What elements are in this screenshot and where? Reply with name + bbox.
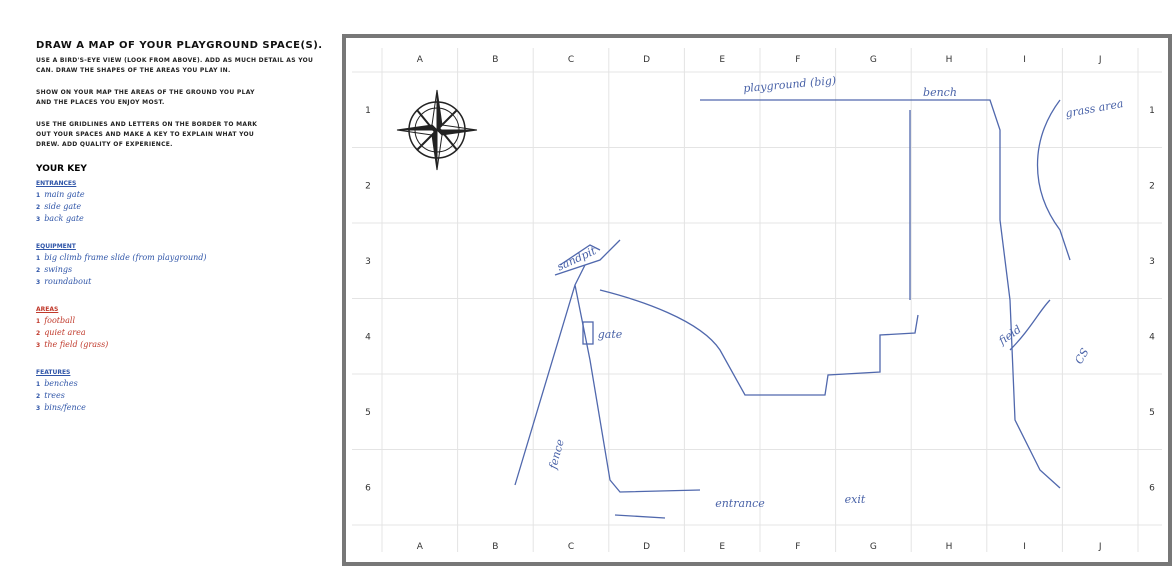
- row-label: 1: [1149, 106, 1155, 116]
- column-label: G: [870, 55, 877, 65]
- column-label: H: [946, 55, 953, 65]
- column-label: D: [643, 542, 650, 552]
- map: AABBCCDDEEFFGGHHIIJJ112233445566 playgro…: [0, 0, 1175, 568]
- column-label: A: [417, 55, 424, 65]
- row-label: 4: [365, 332, 371, 342]
- column-label: E: [719, 542, 725, 552]
- column-label: J: [1098, 542, 1102, 552]
- annotation: exit: [845, 493, 866, 506]
- column-label: I: [1023, 55, 1026, 65]
- column-label: F: [795, 542, 800, 552]
- row-label: 2: [365, 181, 371, 191]
- column-label: J: [1098, 55, 1102, 65]
- row-label: 5: [365, 408, 371, 418]
- column-label: A: [417, 542, 424, 552]
- column-label: F: [795, 55, 800, 65]
- row-label: 6: [365, 483, 371, 493]
- row-label: 2: [1149, 181, 1155, 191]
- map-frame: [344, 36, 1170, 564]
- annotation: gate: [598, 328, 623, 341]
- column-label: B: [492, 542, 498, 552]
- column-label: B: [492, 55, 498, 65]
- column-label: E: [719, 55, 725, 65]
- row-label: 4: [1149, 332, 1155, 342]
- annotation: entrance: [715, 497, 765, 510]
- row-label: 3: [1149, 257, 1155, 267]
- row-label: 1: [365, 106, 371, 116]
- row-label: 3: [365, 257, 371, 267]
- row-label: 5: [1149, 408, 1155, 418]
- annotation: bench: [923, 86, 957, 99]
- column-label: D: [643, 55, 650, 65]
- column-label: C: [568, 542, 574, 552]
- page: DRAW A MAP OF YOUR PLAYGROUND SPACE(S). …: [0, 0, 1175, 568]
- column-label: G: [870, 542, 877, 552]
- column-label: C: [568, 55, 574, 65]
- row-label: 6: [1149, 483, 1155, 493]
- column-label: H: [946, 542, 953, 552]
- column-label: I: [1023, 542, 1026, 552]
